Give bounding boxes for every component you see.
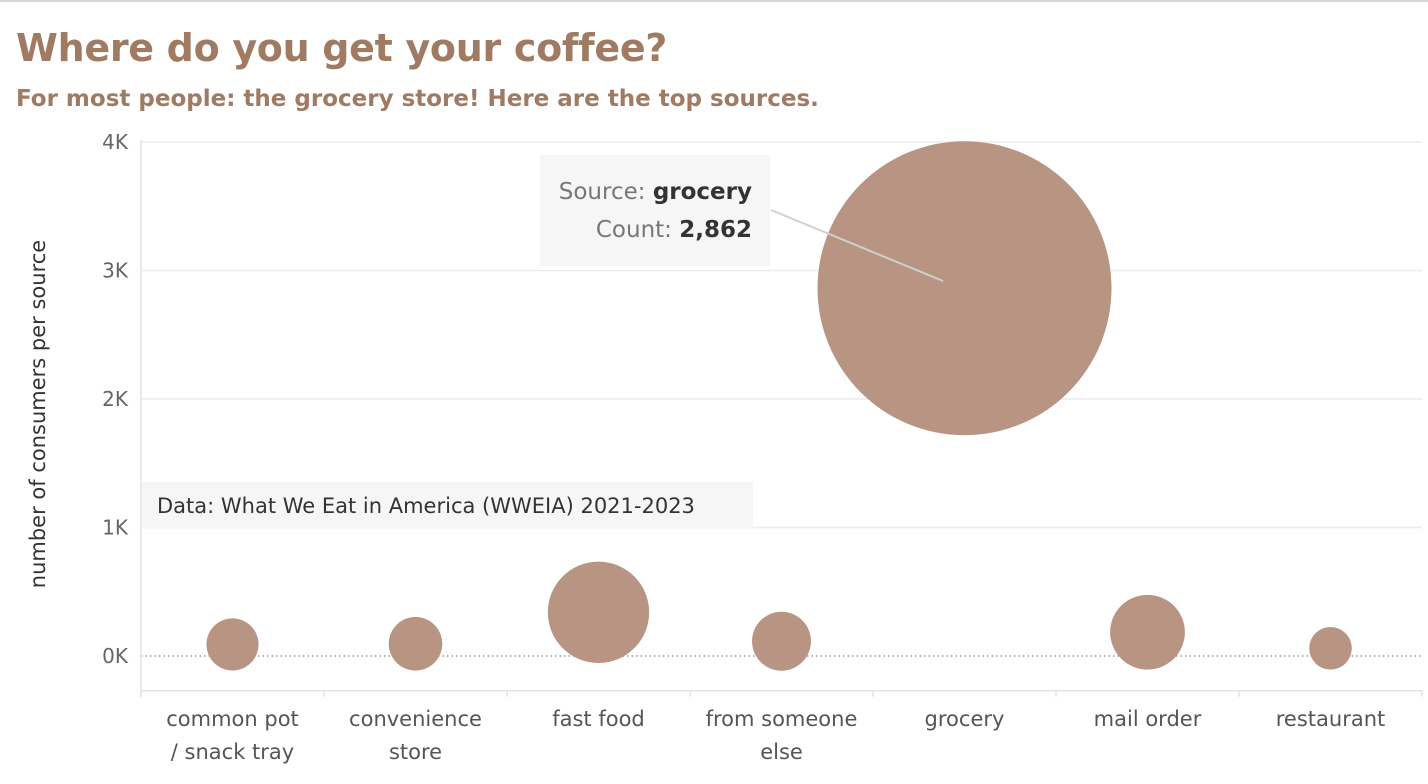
y-tick-label: 4K [102, 130, 129, 154]
axis-labels: 0K 1K 2K 3K 4K common pot / snack tray convenie… [102, 130, 1385, 764]
tooltip-source-value: grocery [652, 179, 752, 205]
bubbles [206, 141, 1352, 671]
x-category-label: grocery [925, 707, 1005, 731]
y-tick-label: 3K [102, 259, 129, 283]
x-category-label: mail order [1094, 707, 1202, 731]
x-category-label: fast food [552, 707, 645, 731]
tooltip: Source: grocery Count: 2,862 [540, 155, 770, 266]
gridlines [141, 141, 1422, 657]
tooltip-count: Count: 2,862 [596, 217, 752, 243]
bubble-common-pot-snack-tray [206, 618, 259, 671]
y-tick-label: 1K [102, 516, 129, 540]
chart-title: Where do you get your coffee? [16, 26, 668, 70]
tooltip-count-label: Count: [595, 217, 680, 243]
tooltip-connector [770, 209, 944, 282]
top-border [0, 0, 1428, 2]
bubble-mail-order [1110, 594, 1185, 670]
axes [140, 140, 1423, 697]
y-tick-label: 2K [102, 387, 129, 411]
bubble-fast-food [547, 561, 650, 663]
bubble-convenience-store [388, 617, 443, 671]
bubble-grocery [817, 141, 1112, 436]
x-category-label: / snack tray [171, 740, 294, 764]
bubble-from-someone-else [752, 611, 811, 671]
data-source-note: Data: What We Eat in America (WWEIA) 202… [142, 482, 753, 528]
data-source-text: Data: What We Eat in America (WWEIA) 202… [157, 494, 695, 518]
x-category-label: restaurant [1276, 707, 1386, 731]
y-tick-label: 0K [102, 644, 129, 668]
chart-subtitle: For most people: the grocery store! Here… [16, 86, 819, 112]
tooltip-source: Source: grocery [559, 179, 752, 205]
tooltip-source-label: Source: [558, 179, 653, 205]
x-category-label: from someone [706, 707, 858, 731]
x-category-label: common pot [166, 707, 299, 731]
x-category-label: store [389, 740, 442, 764]
x-category-label: convenience [349, 707, 482, 731]
bubble-restaurant [1309, 627, 1352, 670]
x-category-label: else [760, 740, 803, 764]
tooltip-count-value: 2,862 [679, 217, 752, 243]
